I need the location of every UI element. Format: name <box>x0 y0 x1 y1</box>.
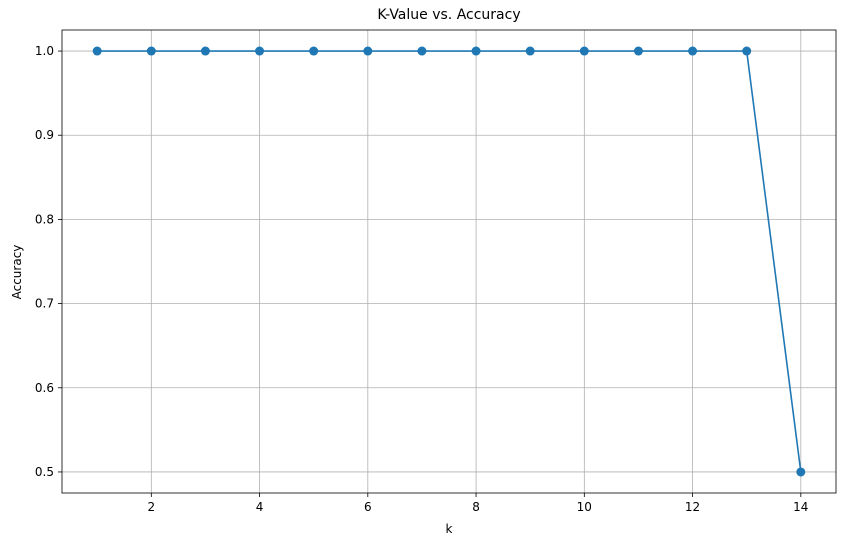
data-point <box>363 46 373 56</box>
data-point <box>742 46 752 56</box>
y-axis: 0.5 0.6 0.7 0.8 0.9 1.0 <box>35 44 62 479</box>
plot-area-border <box>61 29 837 494</box>
x-tick-label: 6 <box>364 500 372 514</box>
chart-title: K-Value vs. Accuracy <box>377 7 520 23</box>
y-axis-label: Accuracy <box>10 245 24 300</box>
x-tick-label: 14 <box>793 500 808 514</box>
y-tick-label: 0.5 <box>35 465 54 479</box>
data-point <box>471 46 481 56</box>
x-tick-label: 12 <box>685 500 700 514</box>
data-point <box>417 46 427 56</box>
y-tick-label: 1.0 <box>35 44 54 58</box>
x-tick-label: 2 <box>147 500 155 514</box>
y-tick-label: 0.8 <box>35 212 54 226</box>
y-tick-label: 0.9 <box>35 128 54 142</box>
x-tick-label: 4 <box>256 500 264 514</box>
y-tick-label: 0.6 <box>35 381 54 395</box>
x-axis-label: k <box>446 522 453 536</box>
data-point <box>525 46 535 56</box>
data-point <box>255 46 265 56</box>
x-tick-label: 8 <box>472 500 480 514</box>
data-point <box>309 46 319 56</box>
plot-frame <box>61 29 837 494</box>
x-tick-label: 10 <box>577 500 592 514</box>
data-point <box>688 46 698 56</box>
series <box>92 46 806 477</box>
data-point <box>579 46 589 56</box>
y-tick-label: 0.7 <box>35 297 54 311</box>
data-point <box>146 46 156 56</box>
data-point <box>633 46 643 56</box>
data-point <box>200 46 210 56</box>
data-point <box>796 467 806 477</box>
series-line <box>97 50 802 473</box>
x-axis: 2 4 6 8 10 12 14 <box>147 493 808 514</box>
data-point <box>92 46 102 56</box>
grid <box>62 30 836 493</box>
